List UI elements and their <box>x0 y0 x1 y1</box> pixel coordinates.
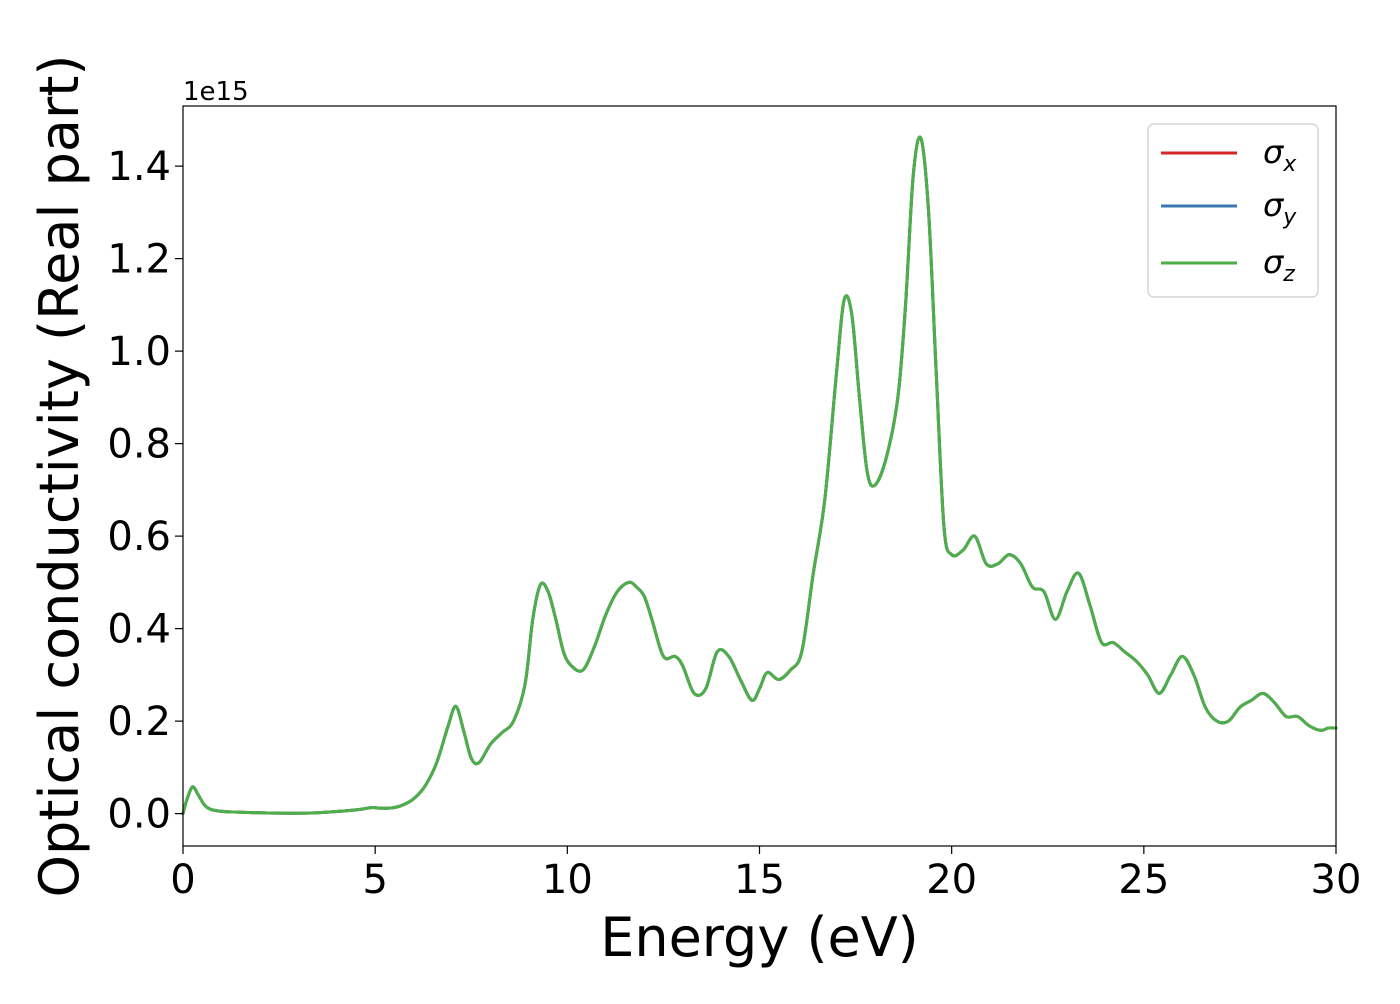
x-tick-label: 5 <box>362 857 387 903</box>
y-tick-label: 1.0 <box>107 329 171 375</box>
y-tick-label: 0.8 <box>107 422 171 468</box>
y-axis-label: Optical conductivity (Real part) <box>28 55 91 898</box>
x-axis: 0 5 10 15 20 25 30 <box>170 846 1361 903</box>
y-tick-label: 1.2 <box>107 237 171 283</box>
x-tick-label: 30 <box>1311 857 1362 903</box>
y-offset-label: 1e15 <box>183 77 249 107</box>
x-tick-label: 10 <box>542 857 593 903</box>
y-tick-label: 1.4 <box>107 144 171 190</box>
x-tick-label: 15 <box>734 857 785 903</box>
x-tick-label: 20 <box>926 857 977 903</box>
y-axis: 0.0 0.2 0.4 0.6 0.8 1.0 1.2 1.4 <box>107 144 183 838</box>
y-tick-label: 0.0 <box>107 792 171 838</box>
x-axis-label: Energy (eV) <box>600 906 919 969</box>
y-tick-label: 0.2 <box>107 699 171 745</box>
legend-box <box>1147 123 1319 298</box>
x-tick-label: 0 <box>170 857 195 903</box>
series-line-3 <box>181 135 1338 816</box>
x-tick-label: 25 <box>1118 857 1169 903</box>
y-tick-label: 0.6 <box>107 514 171 560</box>
series-layer <box>181 135 1338 816</box>
y-tick-label: 0.4 <box>107 607 171 653</box>
